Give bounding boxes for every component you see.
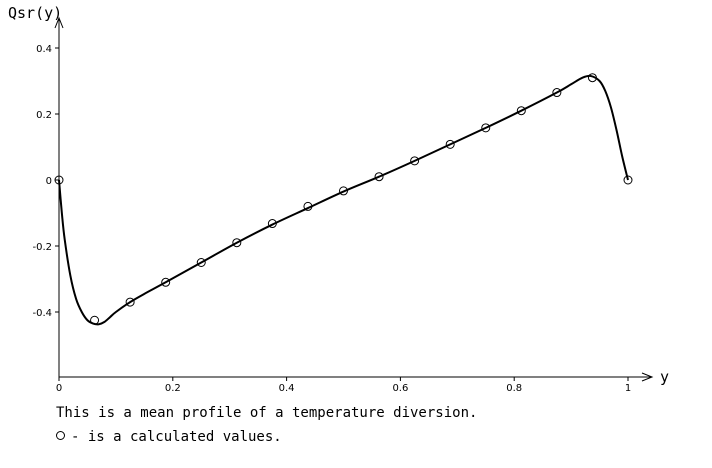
calculated-point-marker	[232, 238, 242, 248]
caption-legend-text: - is a calculated values.	[71, 429, 282, 445]
caption-description: This is a mean profile of a temperature …	[56, 405, 478, 421]
x-axis-label: y	[660, 368, 669, 386]
y-tick-label: 0	[46, 176, 52, 187]
x-tick-label: 0.2	[165, 383, 181, 394]
x-tick-label: 0.4	[279, 383, 295, 394]
calculated-point-marker	[445, 139, 455, 149]
calculated-point-marker	[54, 175, 64, 185]
calculated-point-marker	[374, 172, 384, 182]
plot-area: Qsr(y) y 0 0.2 0.4 0.6 0.8 1 -0.4 -0.2 0 0.2 0.4	[8, 4, 669, 394]
x-tick-label: 0.8	[506, 383, 522, 394]
calculated-point-marker	[339, 186, 348, 196]
calculated-point-marker	[587, 73, 597, 83]
calculated-point-marker	[303, 201, 313, 211]
x-tick-label: 0	[56, 383, 62, 394]
calculated-point-marker	[196, 258, 206, 267]
calculated-point-marker	[267, 219, 277, 229]
y-axis-arrow	[54, 16, 64, 29]
calculated-point-marker	[623, 175, 633, 185]
y-tick-label: 0.2	[36, 110, 52, 121]
calculated-point-marker	[161, 277, 171, 287]
profile-curve	[58, 74, 629, 326]
marker-legend-icon	[56, 431, 65, 440]
calculated-point-marker	[481, 123, 491, 133]
x-tick-label: 0.6	[392, 383, 408, 394]
calculated-point-marker	[552, 88, 562, 98]
x-axis-arrow	[641, 372, 654, 382]
calculated-point-marker	[90, 315, 100, 325]
calculated-point-marker	[125, 297, 135, 307]
y-tick-label: -0.2	[32, 242, 52, 253]
calculated-point-marker	[410, 156, 420, 166]
y-tick-label: 0.4	[36, 44, 52, 55]
x-tick-label: 1	[625, 383, 631, 394]
calculated-point-marker	[516, 106, 526, 116]
y-tick-label: -0.4	[32, 308, 52, 319]
y-axis-label: Qsr(y)	[8, 4, 62, 22]
caption-legend: - is a calculated values.	[56, 429, 282, 445]
